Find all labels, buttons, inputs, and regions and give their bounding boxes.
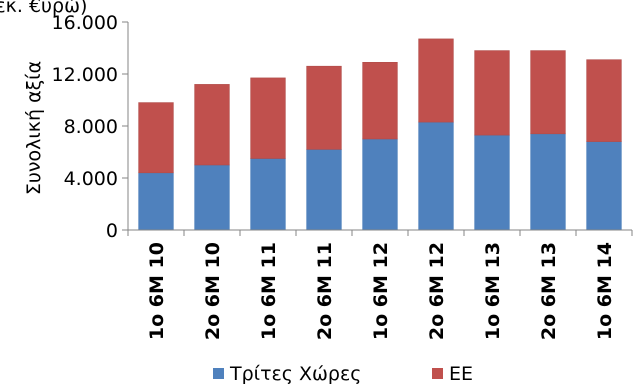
axes: 0 4.000 8.000 12.000 16.000 1o 6M 10 2o 6M 10 1… xyxy=(52,12,633,340)
y-tick-label-4: 12.000 xyxy=(52,64,118,86)
x-category-label-5: 1o 6M 12 xyxy=(370,242,392,340)
bar-2-7 xyxy=(474,50,510,136)
x-category-label-8: 2o 6M 13 xyxy=(538,242,560,340)
x-category-label-1: 1o 6M 10 xyxy=(146,242,168,340)
legend-swatch-2 xyxy=(432,368,443,379)
bar-1-3 xyxy=(250,158,286,231)
bar-2-8 xyxy=(530,50,566,135)
bar-2-1 xyxy=(138,102,174,174)
bar-1-5 xyxy=(362,138,398,231)
x-category-label-4: 2o 6M 11 xyxy=(314,242,336,340)
bar-1-2 xyxy=(194,164,230,231)
bar-2-6 xyxy=(418,38,454,123)
y-tick-label-2: 4.000 xyxy=(64,168,118,190)
chart-top-note: (εκ. €υρώ) xyxy=(0,0,87,17)
y-tick-label-5: 16.000 xyxy=(52,12,118,34)
bar-2-2 xyxy=(194,84,230,166)
x-category-label-9: 1o 6M 14 xyxy=(594,242,616,340)
legend: Τρίτες Χώρες ΕΕ xyxy=(213,363,473,385)
bar-2-9 xyxy=(586,59,622,142)
bar-2-5 xyxy=(362,61,398,140)
y-axis-label: Συνολική αξία xyxy=(23,61,45,195)
legend-label-1: Τρίτες Χώρες xyxy=(229,363,361,385)
x-category-label-7: 1o 6M 13 xyxy=(482,242,504,340)
bar-1-1 xyxy=(138,172,174,231)
y-tick-label-1: 0 xyxy=(106,220,118,242)
bar-1-4 xyxy=(306,149,342,231)
bar-1-8 xyxy=(530,133,566,231)
bar-2-3 xyxy=(250,77,286,159)
legend-label-2: ΕΕ xyxy=(449,363,473,385)
x-category-label-2: 2o 6M 10 xyxy=(202,242,224,340)
bar-1-6 xyxy=(418,121,454,231)
x-category-label-6: 2o 6M 12 xyxy=(426,242,448,340)
legend-swatch-1 xyxy=(213,368,224,379)
y-tick-label-3: 8.000 xyxy=(64,116,118,138)
x-category-label-3: 1o 6M 11 xyxy=(258,242,280,340)
plot-area xyxy=(138,38,622,231)
bar-1-7 xyxy=(474,134,510,231)
bar-1-9 xyxy=(586,141,622,231)
bar-2-4 xyxy=(306,65,342,150)
